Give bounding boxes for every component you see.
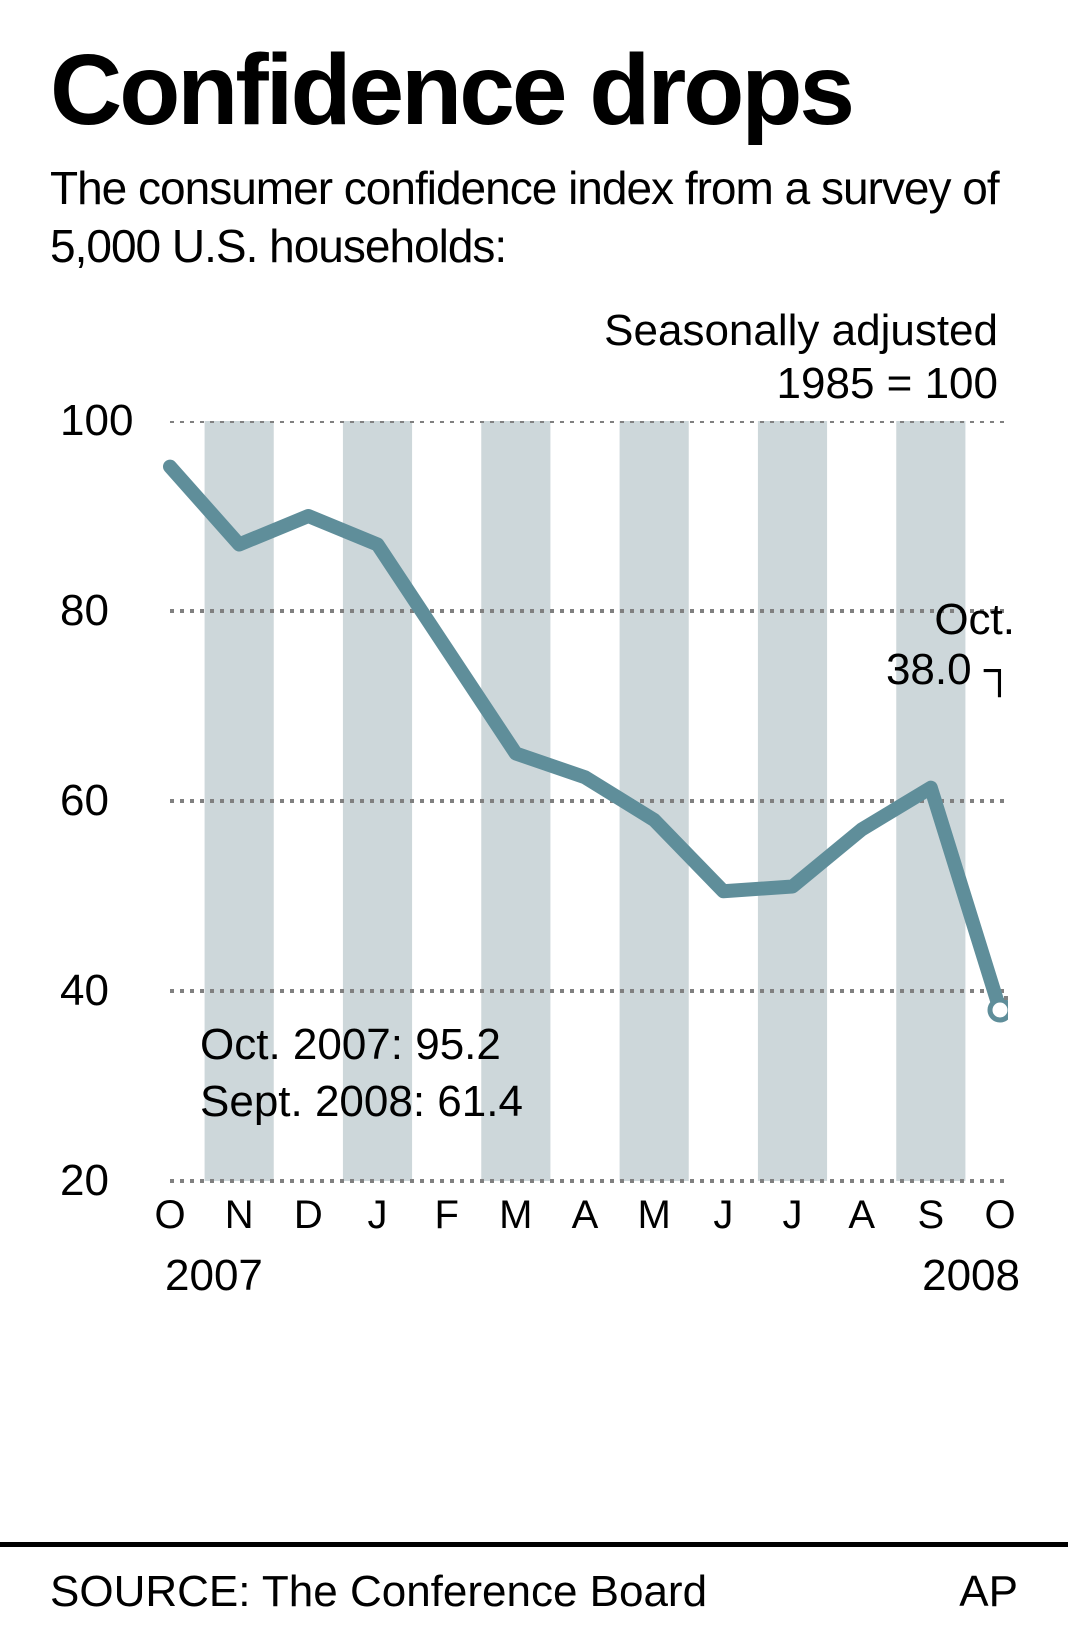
x-tick-label: N (225, 1193, 254, 1238)
footer: SOURCE: The Conference Board AP (0, 1542, 1068, 1617)
chart-note: Seasonally adjusted 1985 = 100 (50, 305, 1018, 411)
x-tick-label: A (572, 1193, 599, 1238)
note-line-1: Seasonally adjusted (50, 305, 998, 358)
y-tick-label: 40 (60, 966, 109, 1016)
reference-values: Oct. 2007: 95.2 Sept. 2008: 61.4 (200, 1016, 523, 1130)
x-tick-label: A (848, 1193, 875, 1238)
callout-line-2: 38.0 (886, 645, 972, 694)
y-tick-label: 60 (60, 776, 109, 826)
x-tick-label: M (637, 1193, 670, 1238)
x-tick-label: J (783, 1193, 803, 1238)
y-tick-label: 100 (60, 396, 133, 446)
x-tick-label: D (294, 1193, 323, 1238)
line-chart: 20406080100 ONDJFMAMJJASO Oct. 38.0 ┐ Oc… (60, 421, 1008, 1301)
x-tick-label: J (368, 1193, 388, 1238)
credit-label: AP (959, 1567, 1018, 1617)
ref-value-1: Oct. 2007: 95.2 (200, 1016, 523, 1073)
x-tick-label: F (434, 1193, 458, 1238)
y-tick-label: 20 (60, 1156, 109, 1206)
y-tick-label: 80 (60, 586, 109, 636)
source-label: SOURCE: The Conference Board (50, 1567, 707, 1617)
headline: Confidence drops (50, 40, 1018, 140)
ref-value-2: Sept. 2008: 61.4 (200, 1073, 523, 1130)
x-tick-label: O (154, 1193, 185, 1238)
callout-line-1: Oct. (934, 595, 1015, 644)
note-line-2: 1985 = 100 (50, 358, 998, 411)
x-tick-label: S (917, 1193, 944, 1238)
x-tick-label: M (499, 1193, 532, 1238)
year-label-right: 2008 (922, 1251, 1020, 1301)
chart-svg (60, 421, 1008, 1301)
x-tick-label: O (984, 1193, 1015, 1238)
x-tick-label: J (713, 1193, 733, 1238)
subhead: The consumer confidence index from a sur… (50, 160, 1018, 275)
year-label-left: 2007 (165, 1251, 263, 1301)
callout-label: Oct. 38.0 ┐ (850, 595, 1015, 696)
